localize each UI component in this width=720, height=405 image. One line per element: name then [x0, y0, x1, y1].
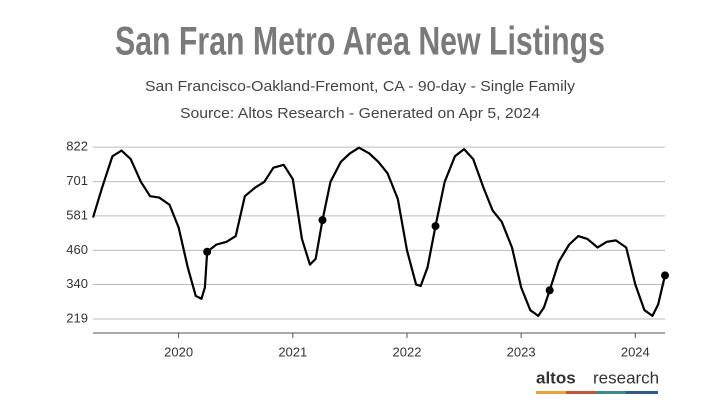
chart-title: San Fran Metro Area New Listings [115, 20, 605, 64]
y-tick-label: 460 [66, 242, 88, 257]
x-tick-label: 2024 [621, 344, 650, 359]
logo-brand: altos [536, 368, 576, 387]
y-tick-label: 581 [66, 207, 88, 222]
logo-bar [626, 391, 658, 394]
chart-subtitle: San Francisco-Oakland-Fremont, CA - 90-d… [145, 78, 576, 95]
logo-bar [566, 391, 596, 394]
x-tick-label: 2023 [507, 344, 536, 359]
marker [661, 271, 669, 280]
x-tick-label: 2022 [393, 344, 422, 359]
marker [203, 247, 212, 256]
y-tick-label: 340 [66, 276, 88, 291]
x-tick-label: 2020 [164, 344, 193, 359]
logo-bar [596, 391, 626, 394]
x-tick-label: 2021 [278, 344, 307, 359]
y-tick-label: 219 [66, 310, 88, 325]
y-tick-label: 701 [66, 173, 88, 188]
line [91, 146, 667, 317]
marker [431, 222, 440, 231]
marker [318, 216, 327, 225]
y-tick-label: 822 [66, 139, 88, 154]
marker [545, 286, 554, 295]
logo-suffix: research [593, 368, 659, 387]
logo-bar [536, 391, 566, 394]
chart-source: Source: Altos Research - Generated on Ap… [180, 105, 540, 122]
